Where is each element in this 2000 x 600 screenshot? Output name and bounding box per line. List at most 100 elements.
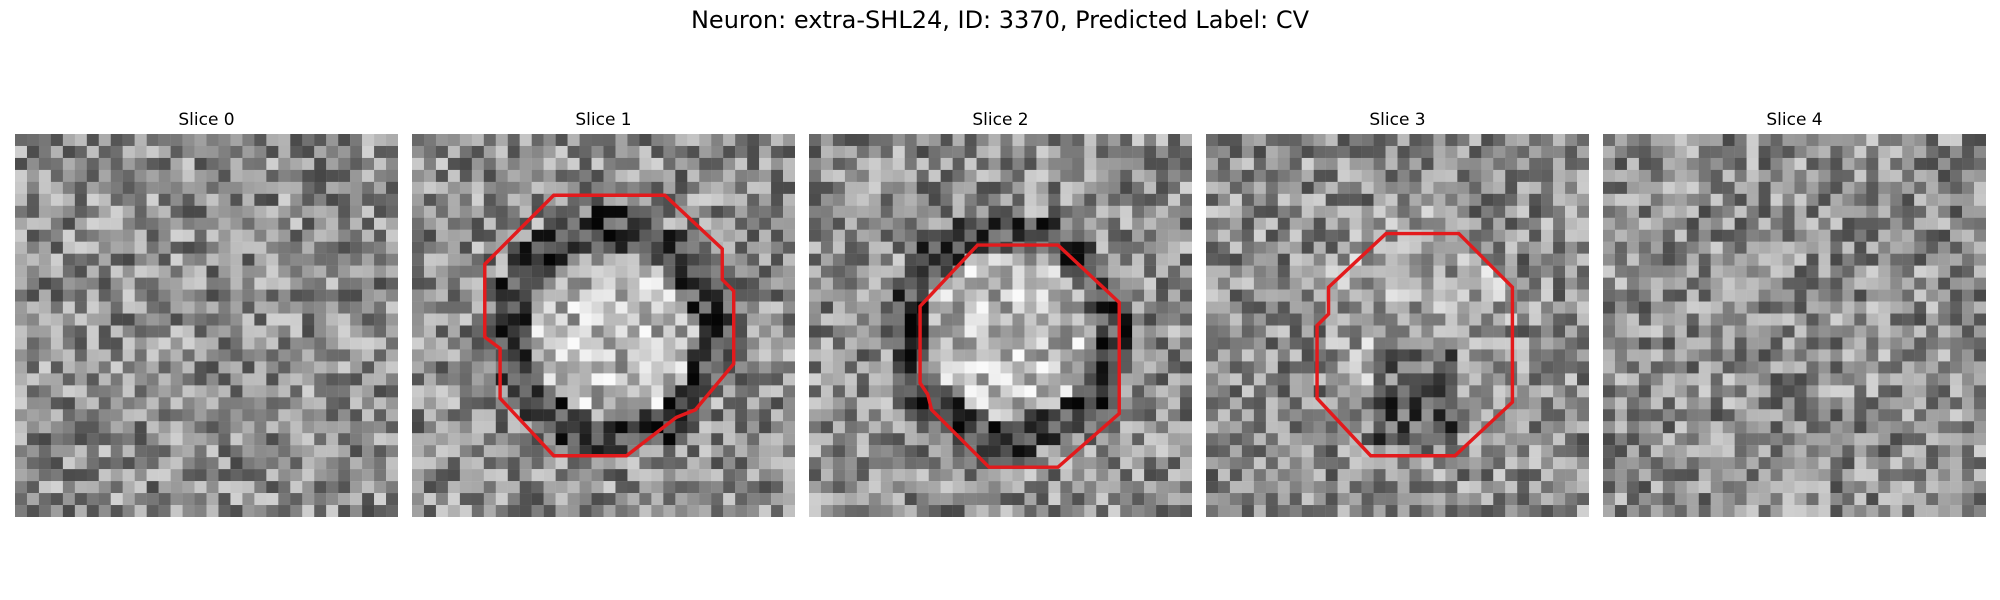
pixel xyxy=(940,445,953,458)
pixel xyxy=(880,337,893,350)
pixel xyxy=(1914,325,1927,338)
pixel xyxy=(1469,433,1482,446)
pixel xyxy=(350,289,363,302)
pixel xyxy=(26,157,40,171)
pixel xyxy=(1818,373,1831,386)
pixel xyxy=(711,277,724,290)
pixel xyxy=(1421,373,1434,386)
pixel xyxy=(1036,493,1049,506)
pixel xyxy=(735,265,748,278)
pixel xyxy=(1012,445,1025,458)
pixel xyxy=(1060,181,1073,195)
pixel xyxy=(1433,325,1446,338)
pixel xyxy=(1662,265,1676,278)
pixel xyxy=(1036,349,1049,362)
pixel xyxy=(1385,229,1398,242)
pixel xyxy=(651,205,664,218)
pixel xyxy=(290,493,303,506)
pixel xyxy=(374,421,387,434)
pixel xyxy=(134,337,147,350)
pixel xyxy=(1060,134,1073,147)
pixel xyxy=(759,337,772,350)
pixel xyxy=(447,325,461,338)
pixel xyxy=(435,337,449,350)
pixel xyxy=(1337,337,1350,350)
pixel xyxy=(1060,145,1073,159)
pixel xyxy=(50,337,64,350)
pixel xyxy=(1229,229,1243,242)
pixel xyxy=(964,505,977,517)
pixel xyxy=(1746,205,1759,218)
pixel xyxy=(435,493,449,506)
pixel xyxy=(1878,397,1891,410)
pixel xyxy=(952,397,965,410)
pixel xyxy=(747,457,760,470)
pixel xyxy=(1794,241,1807,254)
pixel xyxy=(615,277,628,290)
pixel xyxy=(386,145,398,159)
pixel xyxy=(1180,217,1192,230)
pixel xyxy=(1217,373,1231,386)
pixel xyxy=(759,205,772,218)
pixel xyxy=(1493,289,1506,302)
pixel xyxy=(1650,205,1664,218)
pixel xyxy=(1698,253,1711,266)
pixel xyxy=(711,325,724,338)
pixel xyxy=(1012,134,1025,147)
pixel xyxy=(1770,373,1783,386)
pixel xyxy=(1156,277,1169,290)
pixel xyxy=(158,409,171,422)
pixel xyxy=(555,469,568,482)
pixel xyxy=(1638,241,1652,254)
pixel xyxy=(98,505,111,517)
pixel xyxy=(543,277,556,290)
pixel xyxy=(1000,193,1013,207)
pixel xyxy=(1072,493,1085,506)
pixel xyxy=(1866,253,1879,266)
pixel xyxy=(1096,409,1109,422)
pixel xyxy=(1229,313,1243,326)
pixel xyxy=(194,265,207,278)
pixel xyxy=(976,181,989,195)
pixel xyxy=(1433,313,1446,326)
pixel xyxy=(1385,313,1398,326)
pixel xyxy=(423,217,437,230)
pixel xyxy=(543,349,556,362)
pixel xyxy=(651,361,664,374)
pixel xyxy=(290,145,303,159)
pixel xyxy=(471,493,485,506)
pixel xyxy=(567,301,580,314)
pixel xyxy=(1217,421,1231,434)
pixel xyxy=(904,361,917,374)
pixel xyxy=(639,253,652,266)
pixel xyxy=(374,433,387,446)
pixel xyxy=(1553,505,1566,517)
pixel xyxy=(110,181,123,195)
pixel xyxy=(771,301,784,314)
pixel xyxy=(1698,157,1711,171)
pixel xyxy=(976,145,989,159)
pixel xyxy=(86,421,99,434)
pixel xyxy=(1505,433,1518,446)
pixel xyxy=(1553,445,1566,458)
pixel xyxy=(1156,505,1169,517)
pixel xyxy=(86,373,99,386)
pixel xyxy=(1614,277,1628,290)
pixel xyxy=(1289,241,1302,254)
pixel xyxy=(459,241,473,254)
pixel xyxy=(699,181,712,195)
pixel xyxy=(519,301,532,314)
pixel xyxy=(1457,349,1470,362)
pixel xyxy=(675,397,688,410)
pixel xyxy=(603,181,616,195)
pixel xyxy=(1301,469,1314,482)
pixel xyxy=(374,493,387,506)
pixel xyxy=(1048,433,1061,446)
pixel xyxy=(1962,241,1975,254)
pixel xyxy=(1734,421,1747,434)
pixel xyxy=(412,134,425,147)
pixel xyxy=(555,289,568,302)
pixel xyxy=(1469,265,1482,278)
pixel xyxy=(412,409,425,422)
pixel xyxy=(362,205,375,218)
